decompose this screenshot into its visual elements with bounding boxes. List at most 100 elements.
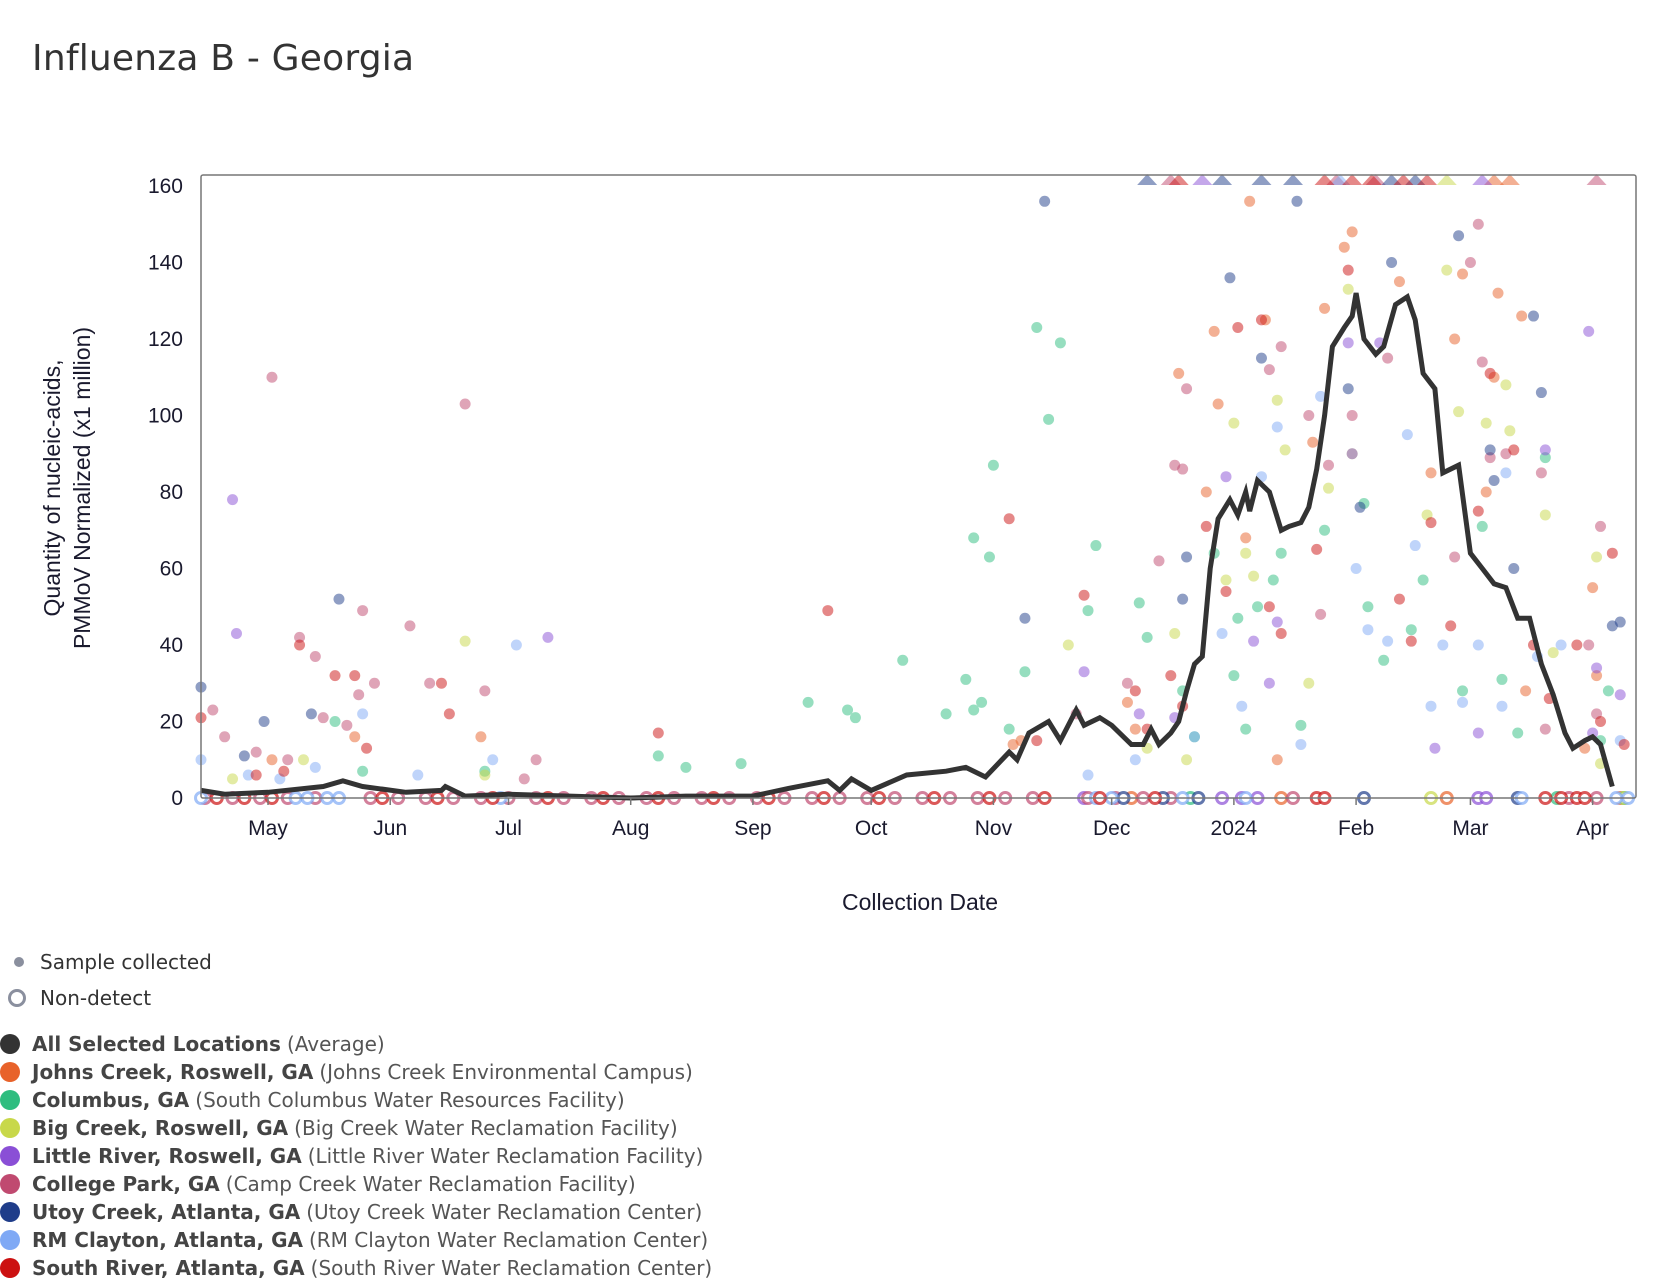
data-point-utoy-creek-atlanta-ga (1291, 195, 1303, 207)
legend-color-dot-icon (0, 1034, 20, 1054)
data-point-south-river-atlanta-ga (1405, 635, 1417, 647)
legend-item[interactable]: All Selected Locations (Average) (0, 1032, 385, 1056)
data-point-big-creek-roswell-ga (227, 773, 239, 785)
data-point-college-park-ga (1263, 364, 1275, 376)
legend-item[interactable]: South River, Atlanta, GA (South River Wat… (0, 1256, 712, 1280)
data-point-college-park-ga (1303, 410, 1315, 421)
data-point-big-creek-roswell-ga (1248, 570, 1260, 582)
data-point-utoy-creek-atlanta-ga (1354, 501, 1366, 513)
legend-item-name: All Selected Locations (32, 1032, 281, 1056)
data-point-columbus-ga (976, 696, 988, 708)
y-axis-label-line1: Quantity of nucleic-acids, (39, 360, 65, 617)
legend-item-name: South River, Atlanta, GA (32, 1256, 305, 1280)
data-point-columbus-ga (1362, 601, 1374, 613)
data-point-south-river-atlanta-ga (1220, 585, 1232, 597)
data-point-johns-creek-roswell-ga (1449, 333, 1461, 345)
y-tick-label: 120 (148, 328, 183, 351)
data-point-utoy-creek-atlanta-ga (1614, 616, 1626, 628)
data-point-johns-creek-roswell-ga (1307, 436, 1319, 448)
legend-color-dot-icon (0, 1258, 20, 1278)
y-tick-label: 40 (160, 634, 183, 657)
data-point-columbus-ga (1054, 337, 1066, 349)
data-point-college-park-ga (368, 677, 380, 689)
data-point-south-river-atlanta-ga (1393, 593, 1405, 605)
data-point-columbus-ga (1252, 601, 1264, 613)
above-range-marker-little-river-roswell-ga (1192, 174, 1213, 185)
legend-item[interactable]: Johns Creek, Roswell, GA (Johns Creek Env… (0, 1060, 693, 1084)
data-point-columbus-ga (1295, 719, 1307, 731)
data-point-johns-creek-roswell-ga (475, 731, 487, 743)
data-point-south-river-atlanta-ga (1508, 444, 1520, 456)
data-point-rm-clayton-atlanta-ga (1401, 429, 1413, 441)
data-point-college-park-ga (459, 398, 471, 410)
data-point-little-river-roswell-ga (1342, 337, 1354, 349)
data-point-johns-creek-roswell-ga (1121, 696, 1133, 708)
data-point-college-park-ga (1464, 257, 1476, 268)
x-tick-label: Jul (495, 817, 522, 840)
data-point-rm-clayton-atlanta-ga (1555, 639, 1567, 651)
data-point-little-river-roswell-ga (542, 631, 554, 643)
data-point-big-creek-roswell-ga (1228, 417, 1240, 429)
legend-color-dot-icon (0, 1062, 20, 1082)
data-point-south-river-atlanta-ga (250, 769, 262, 781)
data-point-college-park-ga (1121, 677, 1133, 689)
data-point-columbus-ga (1003, 723, 1015, 735)
legend-item-detail: (South River Water Reclamation Center) (310, 1256, 713, 1280)
data-point-little-river-roswell-ga (1078, 666, 1090, 678)
data-point-college-park-ga (1181, 383, 1193, 395)
above-range-marker-south-river-atlanta-ga (1361, 174, 1382, 185)
data-point-college-park-ga (1472, 218, 1484, 230)
data-point-rm-clayton-atlanta-ga (510, 639, 522, 651)
x-tick-label: Oct (855, 817, 888, 840)
legend-item[interactable]: Utoy Creek, Atlanta, GA (Utoy Creek Water… (0, 1200, 702, 1224)
data-point-columbus-ga (680, 761, 692, 773)
data-point-johns-creek-roswell-ga (1393, 276, 1405, 288)
above-range-marker-johns-creek-roswell-ga (1499, 174, 1520, 185)
data-point-columbus-ga (1602, 685, 1614, 697)
data-point-columbus-ga (1232, 612, 1244, 624)
data-point-johns-creek-roswell-ga (1129, 723, 1141, 735)
legend-color-dot-icon (0, 1230, 20, 1250)
data-point-utoy-creek-atlanta-ga (1342, 383, 1354, 395)
data-point-college-park-ga (1484, 452, 1496, 464)
legend-item[interactable]: Little River, Roswell, GA (Little River W… (0, 1144, 703, 1168)
data-point-college-park-ga (266, 371, 278, 383)
data-point-south-river-atlanta-ga (1595, 716, 1607, 727)
data-point-big-creek-roswell-ga (1480, 417, 1492, 429)
data-point-utoy-creek-atlanta-ga (1508, 563, 1520, 574)
data-point-johns-creek-roswell-ga (1346, 226, 1358, 238)
data-point-rm-clayton-atlanta-ga (1496, 700, 1508, 712)
legend-item[interactable]: Columbus, GA (South Columbus Water Resour… (0, 1088, 625, 1112)
data-point-rm-clayton-atlanta-ga (412, 769, 424, 781)
data-point-columbus-ga (940, 708, 952, 720)
data-point-johns-creek-roswell-ga (1208, 325, 1220, 337)
plot-frame (200, 174, 1637, 799)
data-point-columbus-ga (1240, 723, 1252, 735)
data-point-college-park-ga (317, 712, 329, 724)
data-point-little-river-roswell-ga (1591, 662, 1603, 674)
data-point-college-park-ga (1323, 459, 1334, 471)
data-point-south-river-atlanta-ga (329, 670, 341, 682)
data-point-columbus-ga (1133, 597, 1145, 609)
data-point-south-river-atlanta-ga (349, 670, 361, 682)
legend-item-detail: (Little River Water Reclamation Facility… (307, 1144, 704, 1168)
legend-item-detail: (South Columbus Water Resources Facility… (195, 1088, 625, 1112)
legend-item[interactable]: RM Clayton, Atlanta, GA (RM Clayton Water… (0, 1228, 708, 1252)
data-point-south-river-atlanta-ga (1232, 322, 1244, 334)
data-point-johns-creek-roswell-ga (1520, 685, 1532, 697)
data-point-college-park-ga (1315, 608, 1327, 620)
legend-item-detail: (Camp Creek Water Reclamation Facility) (225, 1172, 636, 1196)
above-range-marker-south-river-atlanta-ga (1417, 174, 1438, 185)
y-tick-label: 160 (148, 175, 183, 198)
data-point-utoy-creek-atlanta-ga (258, 716, 270, 727)
y-tick-label: 140 (148, 252, 183, 275)
legend-item-name: College Park, GA (32, 1172, 220, 1196)
data-point-college-park-ga (1583, 639, 1595, 651)
data-point-south-river-atlanta-ga (361, 742, 373, 754)
data-point-rm-clayton-atlanta-ga (309, 761, 321, 773)
legend-item-name: Columbus, GA (32, 1088, 190, 1112)
data-point-south-river-atlanta-ga (1606, 547, 1618, 559)
legend-item[interactable]: College Park, GA (Camp Creek Water Reclam… (0, 1172, 636, 1196)
legend-item[interactable]: Big Creek, Roswell, GA (Big Creek Water R… (0, 1116, 678, 1140)
x-tick-label: Nov (975, 817, 1013, 840)
